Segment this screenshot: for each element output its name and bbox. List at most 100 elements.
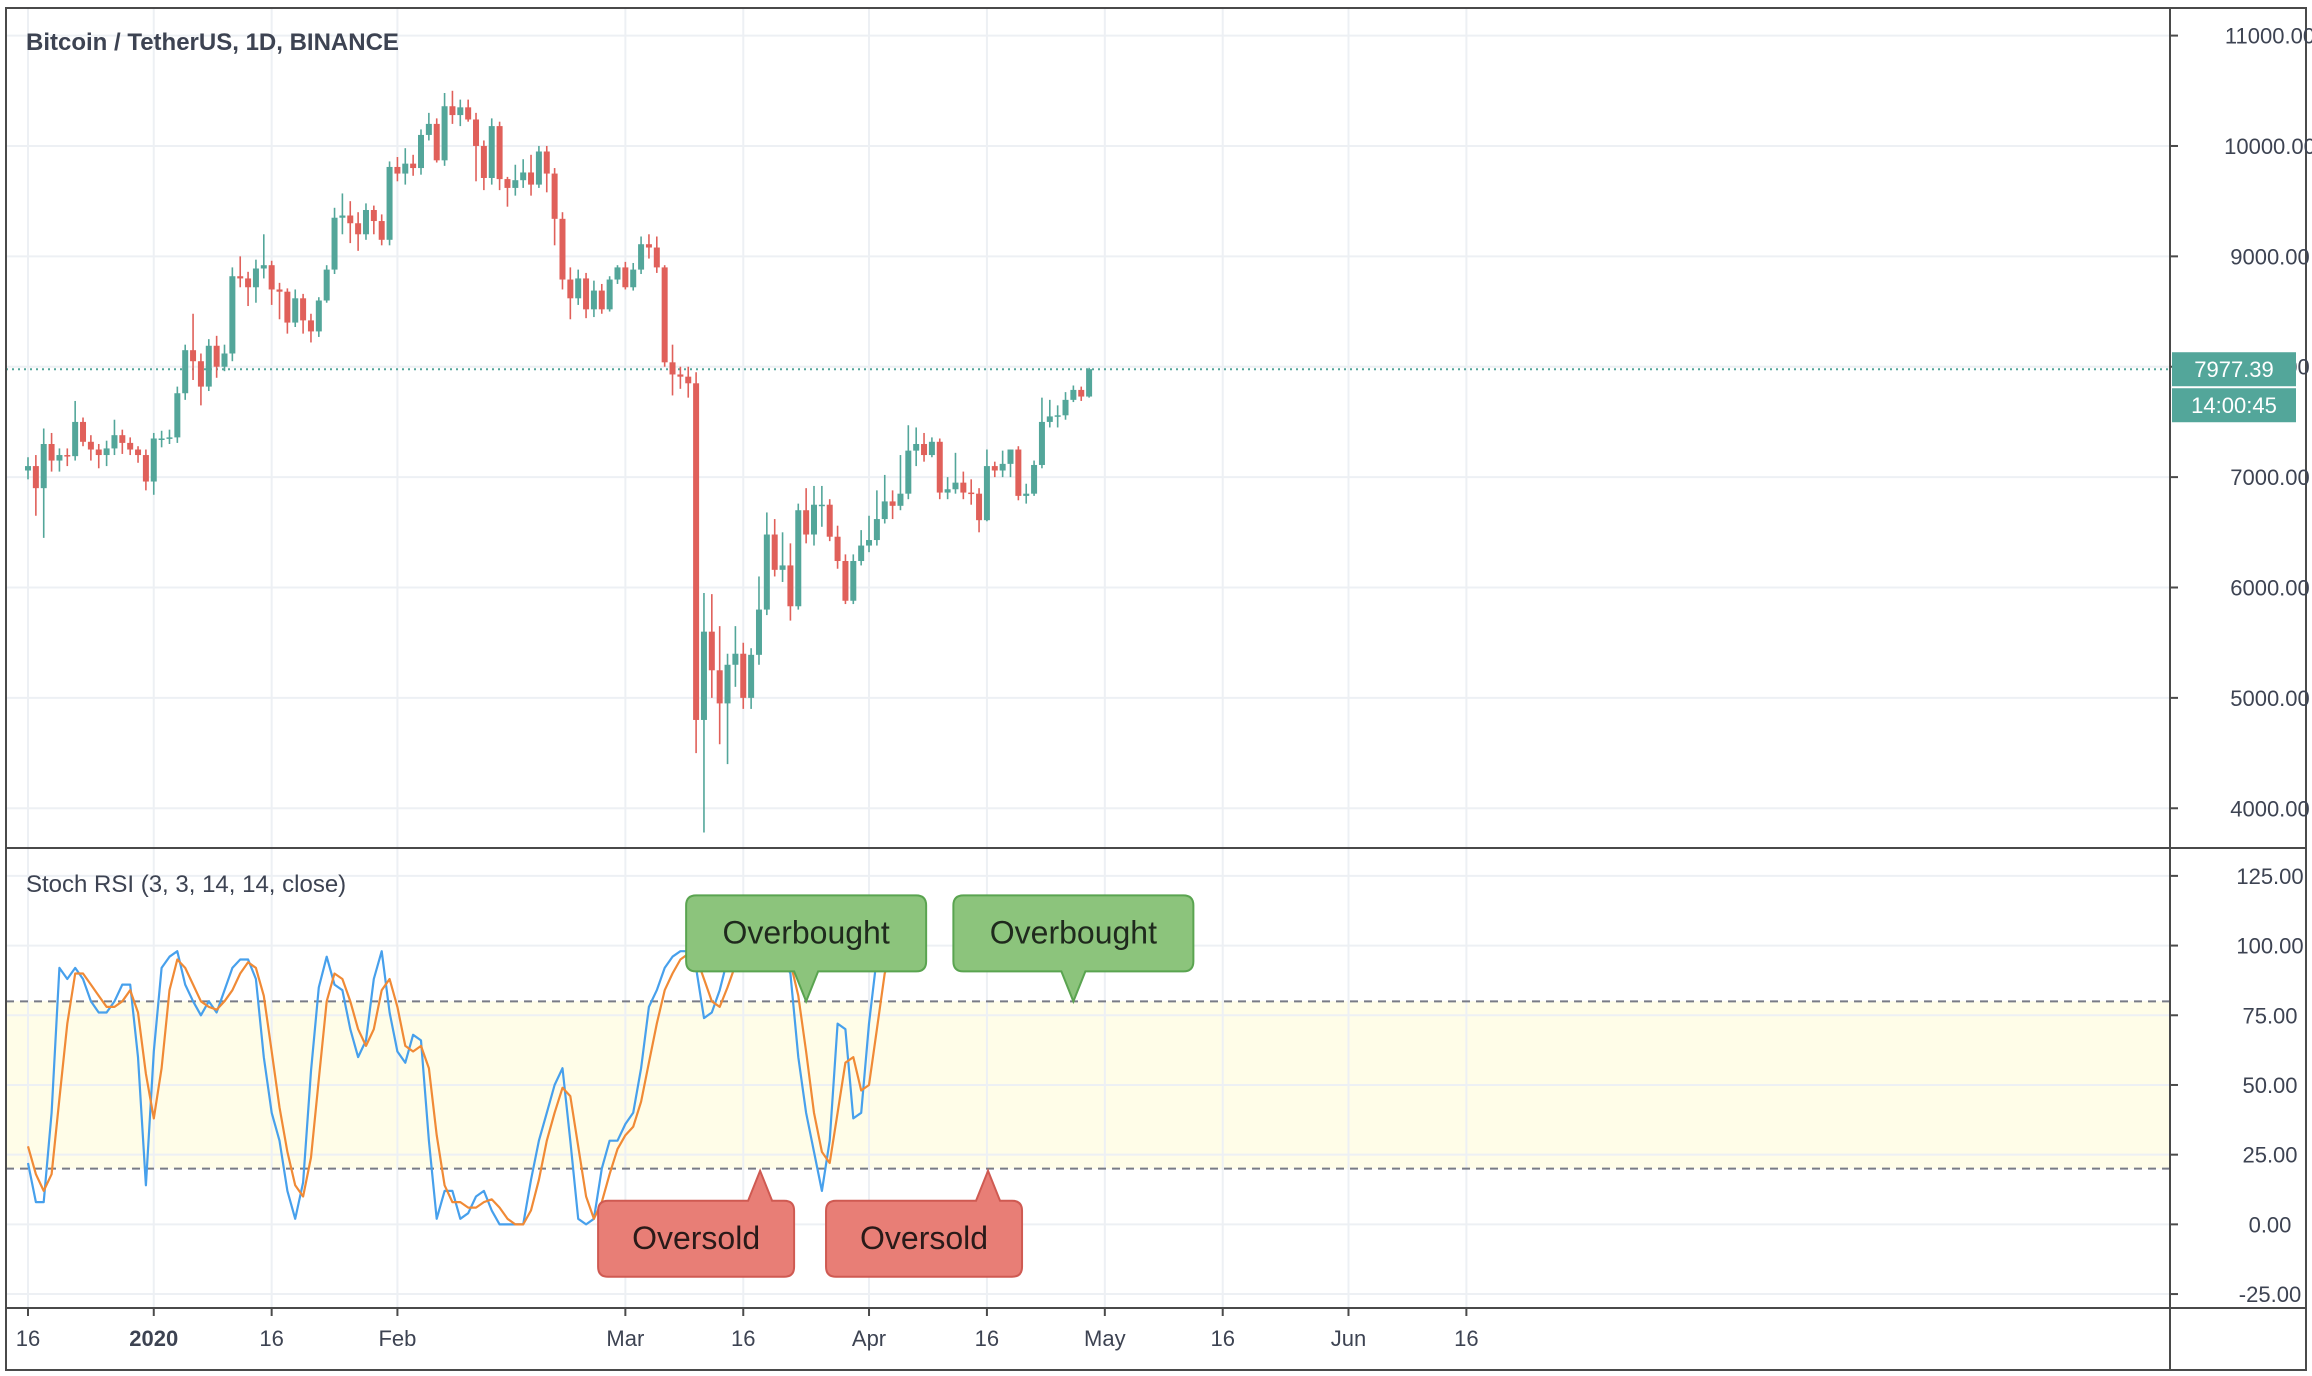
candle-body [858,545,865,562]
candle [960,471,967,500]
candle [928,437,935,458]
candle [355,212,362,251]
oversold-label: Oversold [597,1168,796,1278]
x-tick-label: Apr [852,1326,886,1351]
stoch-tick-label: 25.00 [2242,1143,2297,1168]
candle [512,164,519,196]
candle [370,205,377,235]
candle-body [1070,389,1077,400]
candle [362,203,369,240]
candle [811,485,817,546]
candle [386,161,393,246]
candle [276,282,283,320]
candle-body [300,298,307,321]
overbought-label: Overbought [952,894,1195,1005]
candle [119,429,126,454]
candle [103,440,110,467]
candle-body [221,353,228,367]
candle [80,417,87,447]
candle-body [394,166,401,174]
candle-body [370,209,377,222]
candle [638,236,645,275]
candle [1086,367,1093,398]
candle-body [968,492,975,495]
x-axis[interactable]: 16 2020 16 Feb Mar 16 Apr 16 May 16 Jun 16 [16,1308,1479,1351]
last-price-box [2172,352,2296,387]
price-tick-label: 10000.00 [2224,134,2312,159]
candle-body [103,448,110,456]
candle-body [850,561,857,601]
candle [661,265,668,367]
candle [292,289,299,328]
candle-body [913,444,920,451]
candle [1023,483,1030,504]
oversold-bubble [597,1168,796,1278]
candle-body [449,106,456,116]
candle [520,159,527,188]
candle-body [347,215,354,224]
countdown-badge: 14:00:45 [2172,388,2296,423]
candle [614,265,621,284]
candle-body [1062,399,1069,416]
candle-body [559,218,566,280]
candle-body [991,466,998,471]
candle-body [763,534,770,610]
candle [669,344,676,396]
candle-body [803,510,810,535]
candle-body [64,455,71,457]
candle [142,449,149,491]
candle [1031,460,1038,496]
last-price-badge: 7977.39 [2172,352,2296,387]
candle-body [897,493,904,506]
overbought-label: Overbought [685,894,928,1005]
candle-body [418,134,424,169]
candle [260,234,267,279]
candle [598,283,605,314]
candle-body [166,437,173,439]
candle [182,344,189,400]
candle [150,432,157,495]
candle [976,488,983,533]
candle [936,438,943,500]
candle [135,446,142,463]
candle-body [1007,449,1014,464]
candle [921,432,928,462]
candle-body [237,276,244,279]
candle [158,430,165,448]
candle [197,353,204,406]
candle-body [87,441,94,450]
candle [480,140,487,191]
candle [583,272,590,319]
candle [779,532,786,582]
candle-body [889,501,896,506]
candle [551,168,558,246]
candle [433,118,440,163]
candle [1062,392,1069,420]
candle-body [638,244,645,270]
candle [881,474,888,524]
candle [166,429,173,445]
candle-body [928,441,935,456]
candle-body [771,534,778,570]
stoch-tick-label: 50.00 [2242,1073,2297,1098]
overbought-text: Overbought [723,914,890,950]
candle-body [95,449,102,456]
candle-body [457,107,464,116]
stoch-tick-label: 75.00 [2242,1003,2297,1028]
candle [755,576,762,665]
y-axis[interactable]: 4000.005000.006000.007000.008000.009000.… [2170,24,2312,1307]
candle-body [433,123,440,161]
candle [237,256,244,288]
candlestick-series [25,90,1093,833]
candle [418,129,424,175]
candle [708,594,715,698]
candle [787,543,794,621]
candle [535,145,542,188]
candle-body [1038,421,1045,465]
candle-body [842,561,849,601]
candle-body [323,269,330,301]
candle-body [944,489,951,493]
candle [213,335,220,378]
candle [771,519,778,577]
